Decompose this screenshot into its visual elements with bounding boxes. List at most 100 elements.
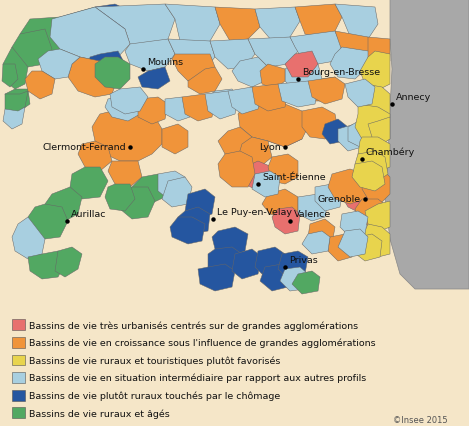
Polygon shape <box>3 48 28 90</box>
Polygon shape <box>88 52 125 80</box>
Polygon shape <box>240 161 272 192</box>
Polygon shape <box>95 5 175 48</box>
Polygon shape <box>238 100 308 148</box>
Text: Bourg-en-Bresse: Bourg-en-Bresse <box>302 68 380 77</box>
Polygon shape <box>302 231 330 254</box>
Polygon shape <box>132 175 168 204</box>
Polygon shape <box>172 55 215 82</box>
Polygon shape <box>285 52 318 78</box>
Polygon shape <box>28 204 68 239</box>
Polygon shape <box>162 178 192 207</box>
Polygon shape <box>210 40 255 70</box>
Polygon shape <box>335 5 378 42</box>
Polygon shape <box>312 78 342 102</box>
Text: Bassins de vie en situation intermédiaire par rapport aux autres profils: Bassins de vie en situation intermédiair… <box>29 373 366 383</box>
Text: Clermont-Ferrand: Clermont-Ferrand <box>42 143 126 152</box>
Text: Moulins: Moulins <box>147 58 183 67</box>
Polygon shape <box>260 115 302 148</box>
Text: Chambéry: Chambéry <box>366 147 415 157</box>
Polygon shape <box>158 172 185 199</box>
Polygon shape <box>115 125 155 158</box>
FancyBboxPatch shape <box>12 372 25 383</box>
Polygon shape <box>330 48 368 80</box>
Polygon shape <box>208 248 242 277</box>
Polygon shape <box>315 184 342 211</box>
FancyBboxPatch shape <box>12 320 25 331</box>
Text: ©Insee 2015: ©Insee 2015 <box>393 415 448 424</box>
Polygon shape <box>12 30 52 68</box>
Text: Grenoble: Grenoble <box>318 195 361 204</box>
Polygon shape <box>205 90 240 112</box>
Polygon shape <box>215 8 260 42</box>
Polygon shape <box>252 85 288 112</box>
Polygon shape <box>255 248 285 277</box>
Polygon shape <box>28 251 65 279</box>
Polygon shape <box>238 138 272 167</box>
Text: Privas: Privas <box>289 256 318 265</box>
Text: Bassins de vie plutôt ruraux touchés par le chômage: Bassins de vie plutôt ruraux touchés par… <box>29 391 280 400</box>
Polygon shape <box>308 78 345 105</box>
Polygon shape <box>255 8 300 42</box>
Polygon shape <box>308 219 335 248</box>
Polygon shape <box>355 105 390 145</box>
Polygon shape <box>110 88 148 115</box>
Polygon shape <box>362 38 390 68</box>
Text: Le Puy-en-Velay: Le Puy-en-Velay <box>217 207 292 216</box>
Polygon shape <box>92 110 162 161</box>
Polygon shape <box>298 195 328 222</box>
Polygon shape <box>232 58 268 88</box>
Polygon shape <box>5 90 30 112</box>
Polygon shape <box>105 95 140 122</box>
Polygon shape <box>50 8 130 62</box>
Polygon shape <box>340 211 368 237</box>
Polygon shape <box>70 167 108 199</box>
Polygon shape <box>188 68 222 95</box>
Polygon shape <box>38 50 80 80</box>
Polygon shape <box>322 120 348 145</box>
Polygon shape <box>278 82 318 108</box>
Polygon shape <box>12 218 45 259</box>
Text: Annecy: Annecy <box>396 93 431 102</box>
Polygon shape <box>362 225 390 257</box>
Polygon shape <box>178 207 210 234</box>
Polygon shape <box>5 92 28 115</box>
Polygon shape <box>228 88 262 115</box>
Polygon shape <box>45 187 82 222</box>
Polygon shape <box>162 125 188 155</box>
Polygon shape <box>280 268 308 291</box>
Polygon shape <box>212 227 248 257</box>
Polygon shape <box>108 161 142 187</box>
Polygon shape <box>2 65 18 88</box>
Polygon shape <box>168 40 215 72</box>
Polygon shape <box>218 128 252 161</box>
FancyBboxPatch shape <box>12 355 25 366</box>
Polygon shape <box>342 181 378 215</box>
Polygon shape <box>285 60 322 92</box>
Polygon shape <box>252 172 280 198</box>
Text: Bassins de vie en croissance sous l'influence de grandes agglomérations: Bassins de vie en croissance sous l'infl… <box>29 338 376 347</box>
Text: Bassins de vie ruraux et âgés: Bassins de vie ruraux et âgés <box>29 408 170 417</box>
Polygon shape <box>290 32 342 65</box>
Polygon shape <box>358 85 390 122</box>
Polygon shape <box>170 218 205 245</box>
Text: Bassins de vie très urbanisés centrés sur de grandes agglomérations: Bassins de vie très urbanisés centrés su… <box>29 320 358 330</box>
Polygon shape <box>262 190 298 219</box>
Polygon shape <box>205 92 238 120</box>
Polygon shape <box>278 251 308 279</box>
Polygon shape <box>338 230 368 257</box>
Polygon shape <box>268 155 298 184</box>
Polygon shape <box>355 152 388 181</box>
FancyBboxPatch shape <box>12 337 25 348</box>
Polygon shape <box>218 152 255 187</box>
Text: Bassins de vie ruraux et touristiques plutôt favorisés: Bassins de vie ruraux et touristiques pl… <box>29 355 280 365</box>
Polygon shape <box>365 201 390 231</box>
Polygon shape <box>355 199 388 227</box>
Polygon shape <box>272 207 300 234</box>
Polygon shape <box>292 271 320 294</box>
Polygon shape <box>125 40 175 72</box>
Polygon shape <box>78 142 112 172</box>
Polygon shape <box>362 170 390 204</box>
Text: Aurillac: Aurillac <box>71 210 106 219</box>
Polygon shape <box>92 5 130 32</box>
Polygon shape <box>118 187 155 219</box>
